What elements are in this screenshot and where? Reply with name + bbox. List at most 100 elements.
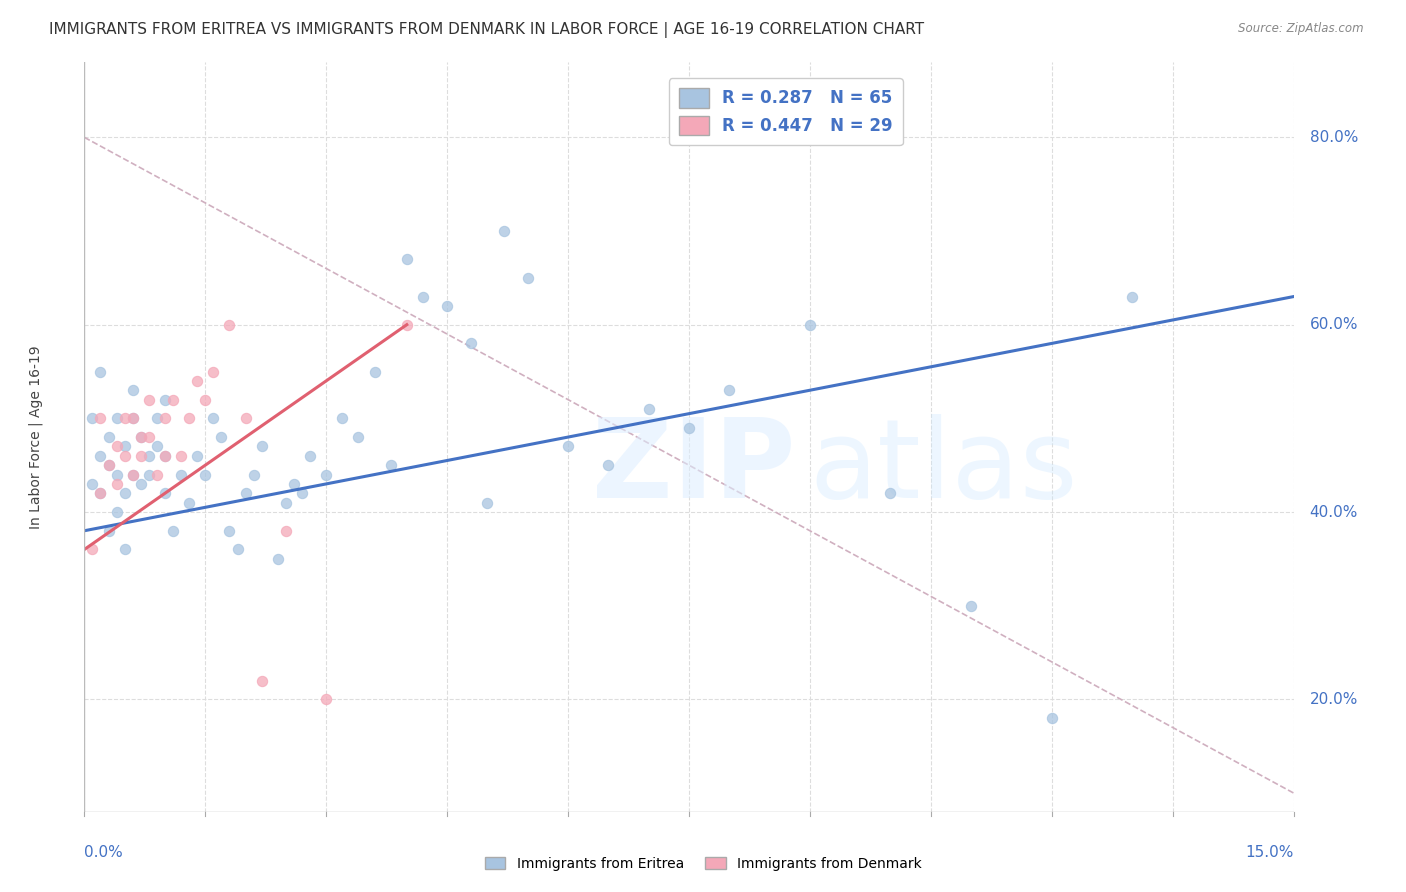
Point — [82, 476, 104, 491]
Point — [598, 458, 620, 473]
Point — [218, 318, 240, 332]
Text: 80.0%: 80.0% — [1309, 130, 1358, 145]
Point — [1040, 711, 1063, 725]
Point — [129, 449, 152, 463]
Point — [299, 449, 322, 463]
Point — [114, 449, 136, 463]
Point — [129, 476, 152, 491]
Point — [242, 467, 264, 482]
Point — [1121, 289, 1143, 303]
Point — [89, 411, 111, 425]
Point — [121, 411, 143, 425]
Legend: Immigrants from Eritrea, Immigrants from Denmark: Immigrants from Eritrea, Immigrants from… — [479, 851, 927, 876]
Point — [170, 449, 193, 463]
Point — [129, 430, 152, 444]
Point — [516, 271, 538, 285]
Text: ZIP: ZIP — [592, 414, 796, 521]
Point — [879, 486, 901, 500]
Point — [153, 486, 176, 500]
Text: IMMIGRANTS FROM ERITREA VS IMMIGRANTS FROM DENMARK IN LABOR FORCE | AGE 16-19 CO: IMMIGRANTS FROM ERITREA VS IMMIGRANTS FR… — [49, 22, 924, 38]
Point — [267, 551, 290, 566]
Point — [274, 524, 297, 538]
Point — [138, 449, 160, 463]
Point — [105, 505, 128, 519]
Point — [129, 430, 152, 444]
Point — [315, 467, 337, 482]
Point — [186, 374, 208, 388]
Point — [218, 524, 240, 538]
Point — [226, 542, 249, 557]
Point — [347, 430, 370, 444]
Point — [114, 411, 136, 425]
Point — [179, 411, 201, 425]
Text: 60.0%: 60.0% — [1309, 318, 1358, 332]
Point — [202, 411, 225, 425]
Point — [97, 430, 120, 444]
Point — [194, 392, 217, 407]
Point — [637, 401, 659, 416]
Text: 15.0%: 15.0% — [1246, 845, 1294, 860]
Point — [153, 449, 176, 463]
Point — [146, 411, 169, 425]
Point — [170, 467, 193, 482]
Point — [718, 384, 741, 398]
Point — [799, 318, 821, 332]
Point — [121, 467, 143, 482]
Point — [395, 252, 418, 266]
Point — [235, 486, 257, 500]
Point — [460, 336, 482, 351]
Point — [105, 476, 128, 491]
Point — [291, 486, 314, 500]
Text: 40.0%: 40.0% — [1309, 505, 1358, 519]
Point — [105, 411, 128, 425]
Point — [412, 289, 434, 303]
Point — [315, 692, 337, 706]
Point — [89, 364, 111, 378]
Point — [97, 524, 120, 538]
Point — [121, 411, 143, 425]
Point — [330, 411, 353, 425]
Point — [89, 486, 111, 500]
Point — [162, 392, 184, 407]
Point — [274, 496, 297, 510]
Point — [250, 440, 273, 453]
Point — [436, 299, 458, 313]
Point — [283, 476, 305, 491]
Point — [138, 392, 160, 407]
Point — [235, 411, 257, 425]
Point — [121, 467, 143, 482]
Point — [153, 449, 176, 463]
Legend: R = 0.287   N = 65, R = 0.447   N = 29: R = 0.287 N = 65, R = 0.447 N = 29 — [669, 78, 903, 145]
Point — [114, 486, 136, 500]
Point — [105, 467, 128, 482]
Point — [678, 420, 700, 434]
Point — [89, 449, 111, 463]
Text: 20.0%: 20.0% — [1309, 692, 1358, 706]
Point — [162, 524, 184, 538]
Point — [179, 496, 201, 510]
Point — [380, 458, 402, 473]
Point — [363, 364, 385, 378]
Point — [395, 318, 418, 332]
Point — [89, 486, 111, 500]
Text: atlas: atlas — [810, 414, 1078, 521]
Text: In Labor Force | Age 16-19: In Labor Force | Age 16-19 — [28, 345, 44, 529]
Point — [492, 224, 515, 238]
Point — [97, 458, 120, 473]
Point — [114, 542, 136, 557]
Point — [82, 542, 104, 557]
Point — [557, 440, 579, 453]
Point — [114, 440, 136, 453]
Point — [186, 449, 208, 463]
Point — [138, 467, 160, 482]
Point — [82, 411, 104, 425]
Point — [138, 430, 160, 444]
Point — [121, 384, 143, 398]
Point — [202, 364, 225, 378]
Point — [105, 440, 128, 453]
Point — [153, 392, 176, 407]
Text: Source: ZipAtlas.com: Source: ZipAtlas.com — [1239, 22, 1364, 36]
Point — [146, 440, 169, 453]
Point — [960, 599, 983, 613]
Text: 0.0%: 0.0% — [84, 845, 124, 860]
